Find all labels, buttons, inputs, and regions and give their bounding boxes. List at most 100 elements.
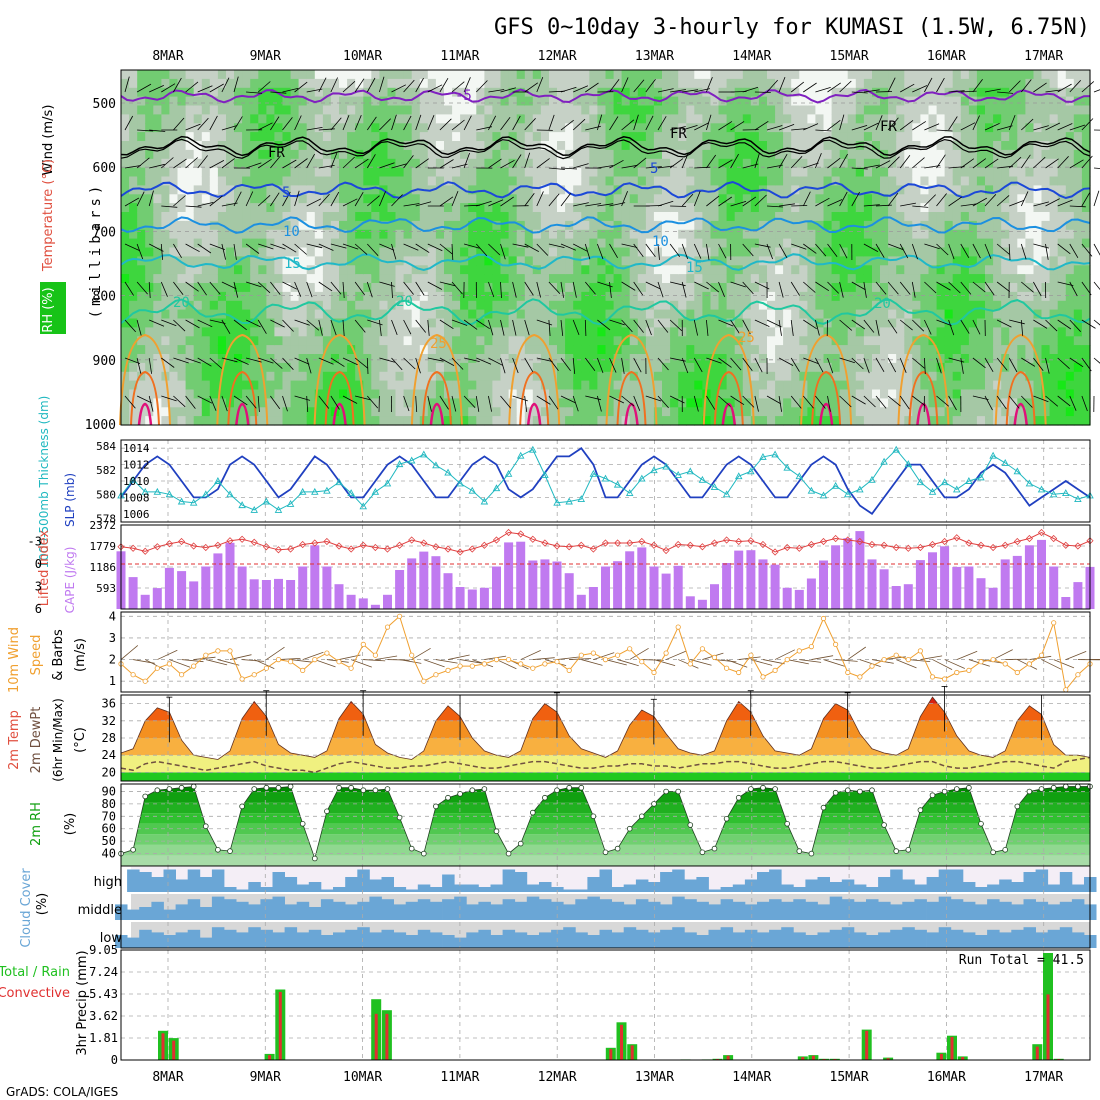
rh-cell bbox=[694, 309, 703, 320]
rh-cell bbox=[145, 114, 154, 124]
rh-cell bbox=[807, 176, 817, 186]
rh-cell bbox=[266, 212, 276, 222]
rh-cell bbox=[710, 96, 720, 107]
rh-cell bbox=[896, 132, 905, 142]
rh-cell bbox=[1081, 185, 1091, 195]
wind-barb bbox=[318, 395, 330, 409]
rh-cell bbox=[880, 105, 889, 115]
rh-cell bbox=[742, 176, 752, 186]
rh-cell bbox=[468, 176, 477, 186]
rh-cell bbox=[274, 256, 284, 266]
rh-cell bbox=[129, 256, 138, 266]
rh-cell bbox=[1001, 141, 1010, 151]
rh-cell bbox=[371, 132, 380, 142]
rh-cell bbox=[952, 309, 962, 320]
rh-cell bbox=[209, 327, 219, 337]
rh-cell bbox=[153, 105, 162, 115]
rh-cell bbox=[508, 70, 518, 80]
rh-cell bbox=[767, 274, 776, 284]
rh-cell bbox=[831, 185, 841, 195]
rh-cell bbox=[476, 362, 485, 373]
rh-cell bbox=[839, 176, 849, 186]
rh-cell bbox=[500, 247, 510, 257]
rh-cell bbox=[855, 416, 865, 426]
rh-cell bbox=[985, 158, 994, 169]
rh-cell bbox=[1049, 345, 1059, 355]
rh-cell bbox=[161, 78, 171, 89]
rh-cell bbox=[290, 220, 300, 231]
rh-cell bbox=[274, 362, 284, 373]
rh-cell bbox=[169, 96, 179, 107]
rh-cell bbox=[888, 380, 897, 391]
rh-cell bbox=[209, 203, 219, 213]
rh-cell bbox=[1065, 203, 1075, 213]
rh-cell bbox=[1017, 309, 1026, 320]
rh-cell bbox=[209, 114, 219, 124]
rh-cell bbox=[355, 149, 364, 160]
rh-cell bbox=[468, 114, 477, 124]
rh-cell bbox=[831, 407, 841, 417]
rh-cell bbox=[775, 345, 784, 355]
rh-cell bbox=[379, 141, 389, 151]
rh-cell bbox=[444, 203, 453, 213]
rh-cell bbox=[629, 371, 639, 382]
rh-cell bbox=[508, 336, 518, 346]
rh-cell bbox=[968, 212, 978, 222]
rh-cell bbox=[944, 158, 954, 169]
rh-cell bbox=[758, 291, 768, 302]
rh-cell bbox=[347, 203, 356, 213]
rh-cell bbox=[161, 291, 171, 302]
rh-cell bbox=[371, 238, 380, 249]
rh-cell bbox=[524, 203, 534, 213]
rh-cell bbox=[653, 132, 663, 142]
rh-cell bbox=[783, 105, 792, 115]
rh-cell bbox=[904, 291, 913, 302]
rh-cell bbox=[912, 265, 921, 275]
rh-cell bbox=[121, 238, 130, 249]
rh-cell bbox=[492, 194, 502, 204]
rh-cell bbox=[395, 389, 405, 399]
rh-cell bbox=[121, 291, 130, 302]
rh-cell bbox=[734, 123, 744, 133]
rh-cell bbox=[1017, 78, 1026, 89]
rh-cell bbox=[807, 229, 817, 240]
rh-cell bbox=[702, 398, 712, 408]
rh-cell bbox=[767, 371, 776, 382]
rh-cell bbox=[274, 247, 284, 257]
rh-cell bbox=[904, 247, 913, 257]
rh-cell bbox=[347, 247, 356, 257]
rh-cell bbox=[872, 247, 881, 257]
rh-cell bbox=[605, 70, 615, 80]
rh-cell bbox=[532, 212, 542, 222]
rh-cell bbox=[928, 407, 938, 417]
rh-cell bbox=[484, 256, 494, 266]
rh-cell bbox=[1057, 105, 1067, 115]
rh-cell bbox=[177, 229, 187, 240]
rh-cell bbox=[355, 407, 364, 417]
rh-cell bbox=[1081, 132, 1091, 142]
rh-cell bbox=[985, 336, 994, 346]
rh-cell bbox=[403, 274, 413, 284]
rh-cell bbox=[1033, 416, 1043, 426]
rh-cell bbox=[169, 114, 179, 124]
rh-cell bbox=[177, 398, 187, 408]
rh-cell bbox=[524, 309, 534, 320]
rh-cell bbox=[815, 70, 825, 80]
rh-cell bbox=[460, 407, 469, 417]
rh-cell bbox=[274, 327, 284, 337]
rh-cell bbox=[363, 123, 372, 133]
rh-cell bbox=[1065, 247, 1075, 257]
rh-cell bbox=[896, 291, 905, 302]
rh-cell bbox=[347, 291, 356, 302]
rh-cell bbox=[282, 203, 292, 213]
rh-cell bbox=[484, 362, 494, 373]
rh-cell bbox=[799, 70, 808, 80]
rh-cell bbox=[968, 318, 978, 328]
rh-cell bbox=[1033, 247, 1043, 257]
rh-cell bbox=[896, 194, 905, 204]
rh-cell bbox=[339, 300, 348, 311]
rh-cell bbox=[177, 238, 187, 249]
rh-cell bbox=[758, 141, 768, 151]
rh-cell bbox=[726, 265, 736, 275]
rh-cell bbox=[339, 212, 348, 222]
